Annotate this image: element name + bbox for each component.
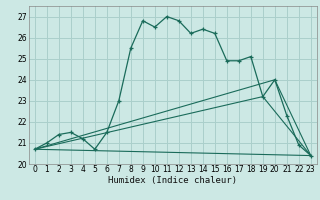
X-axis label: Humidex (Indice chaleur): Humidex (Indice chaleur)	[108, 176, 237, 185]
